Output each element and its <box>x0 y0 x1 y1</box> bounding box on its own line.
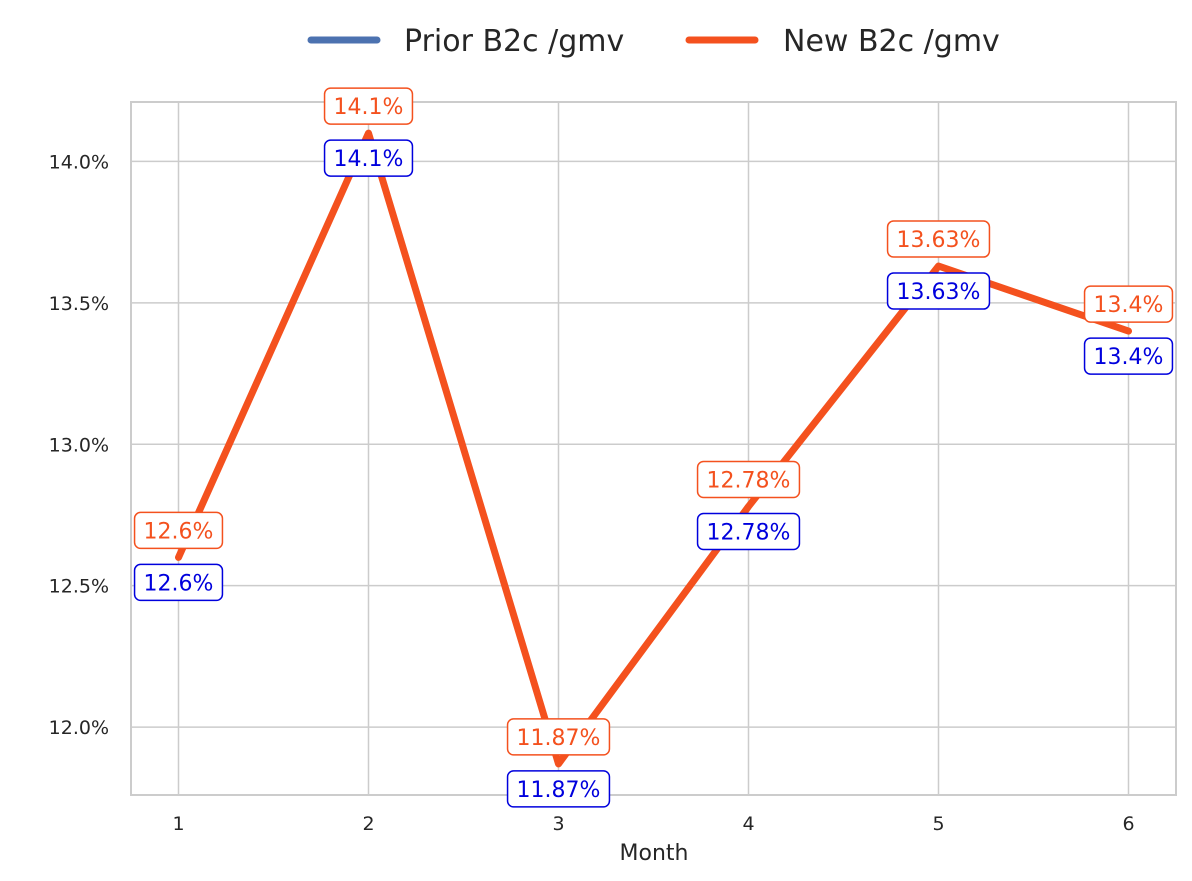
prior-data-label-group: 12.6% <box>133 563 224 602</box>
new-data-label-box <box>696 460 801 499</box>
prior-data-label-box <box>323 139 414 177</box>
new-data-label-group: 13.4% <box>1083 285 1174 323</box>
new-data-label: 12.6% <box>144 519 214 544</box>
x-tick-labels: 1 2 3 4 5 6 <box>172 813 1134 835</box>
y-tick-labels: 12.0% 12.5% 13.0% 13.5% 14.0% <box>49 151 109 739</box>
prior-data-label-box <box>1083 337 1174 375</box>
new-data-label-group: 13.63% <box>886 220 991 258</box>
new-data-label-box <box>323 87 414 125</box>
x-tick-label: 3 <box>552 813 564 835</box>
y-tick-label: 12.0% <box>49 717 109 739</box>
new-data-label-group: 11.87% <box>506 718 611 756</box>
prior-data-label-group: 14.1% <box>323 139 414 177</box>
new-data-label: 13.63% <box>897 228 981 253</box>
new-data-point <box>1128 330 1129 332</box>
new-data-label-box <box>133 511 224 550</box>
new-data-point <box>178 556 179 558</box>
new-data-label-group: 14.1% <box>323 87 414 125</box>
y-tick-label: 12.5% <box>49 576 109 598</box>
new-data-label-box <box>1083 285 1174 323</box>
x-tick-label: 1 <box>172 813 184 835</box>
legend: Prior B2c /gmv New B2c /gmv <box>307 24 1000 59</box>
prior-data-label-group: 11.87% <box>506 770 611 808</box>
prior-data-label-group: 12.78% <box>696 512 801 551</box>
prior-data-label-box <box>696 512 801 551</box>
new-data-label: 12.78% <box>707 468 791 493</box>
x-tick-label: 4 <box>742 813 754 835</box>
y-tick-label: 13.5% <box>49 293 109 315</box>
new-data-label-box <box>506 718 611 756</box>
new-data-point <box>558 763 559 765</box>
prior-data-label-box <box>133 563 224 602</box>
x-tick-label: 5 <box>932 813 944 835</box>
prior-data-label-group: 13.63% <box>886 272 991 310</box>
prior-data-label-group: 13.4% <box>1083 337 1174 375</box>
gridlines <box>131 102 1176 795</box>
prior-data-label: 13.63% <box>897 280 981 305</box>
prior-data-label: 12.78% <box>707 520 791 545</box>
new-data-point <box>368 132 369 134</box>
data-labels: 12.6% 14.1% 11.87% 12.78% 13.63% 13.4% 12.6% 14… <box>133 87 1174 808</box>
new-data-label: 14.1% <box>334 95 404 120</box>
new-data-label-group: 12.6% <box>133 511 224 550</box>
x-axis-title: Month <box>620 841 689 866</box>
new-data-label-box <box>886 220 991 258</box>
prior-data-label-box <box>886 272 991 310</box>
plot-area-frame <box>130 101 1177 796</box>
new-data-label-group: 12.78% <box>696 460 801 499</box>
new-data-point <box>938 265 939 267</box>
x-tick-label: 2 <box>362 813 374 835</box>
x-tick-label: 6 <box>1122 813 1134 835</box>
prior-data-label: 14.1% <box>334 147 404 172</box>
new-data-label: 13.4% <box>1094 293 1164 318</box>
new-data-label: 11.87% <box>517 726 601 751</box>
y-tick-label: 14.0% <box>49 151 109 173</box>
prior-data-label: 12.6% <box>144 571 214 596</box>
y-tick-label: 13.0% <box>49 434 109 456</box>
prior-data-label-box <box>506 770 611 808</box>
new-data-point <box>748 505 749 507</box>
legend-label-prior: Prior B2c /gmv <box>404 24 624 59</box>
legend-label-new: New B2c /gmv <box>783 24 1000 59</box>
prior-data-label: 11.87% <box>517 778 601 803</box>
prior-data-label: 13.4% <box>1094 345 1164 370</box>
